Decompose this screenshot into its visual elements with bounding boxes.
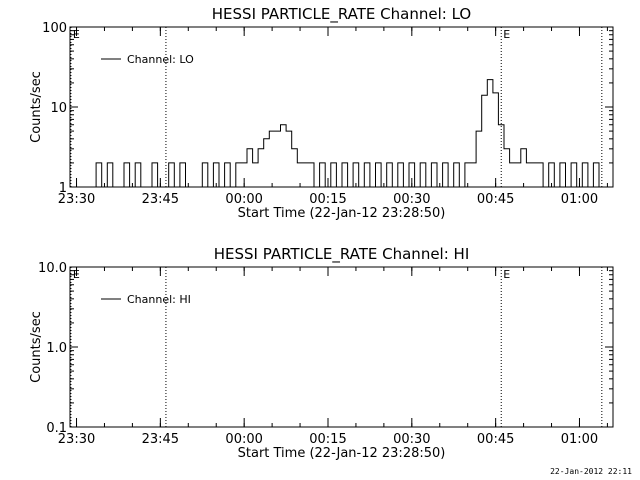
x-tick-label: 23:30 [58,432,95,447]
x-axis-label: Start Time (22-Jan-12 23:28:50) [238,206,446,221]
series-line [90,79,605,188]
y-axis-label: Counts/sec [29,71,44,143]
y-tick-label: 1.0 [46,341,67,356]
event-marker-label: E [73,28,80,41]
legend-label: Channel: LO [127,53,194,66]
x-tick-label: 00:30 [393,432,430,447]
footer-timestamp: 22-Jan-2012 22:11 [550,467,632,476]
y-tick-label: 10.0 [38,261,67,276]
y-tick-label: 1 [59,181,67,196]
y-tick-label: 100 [42,21,67,36]
y-tick-label: 10 [50,101,67,116]
x-tick-label: 23:45 [142,432,179,447]
x-tick-label: 23:30 [58,192,95,207]
x-tick-label: 00:00 [225,192,262,207]
x-tick-label: 00:30 [393,192,430,207]
x-tick-label: 01:00 [561,192,598,207]
x-tick-label: 00:15 [309,432,346,447]
event-marker-label: E [73,268,80,281]
y-tick-label: 0.1 [46,421,67,436]
x-tick-label: 00:15 [309,192,346,207]
y-axis-label: Counts/sec [29,311,44,383]
legend-label: Channel: HI [127,293,191,306]
chart-title: HESSI PARTICLE_RATE Channel: LO [212,5,471,24]
x-tick-label: 00:00 [225,432,262,447]
x-axis-label: Start Time (22-Jan-12 23:28:50) [238,446,446,461]
plot-frame [69,266,614,428]
x-tick-label: 00:45 [477,432,514,447]
event-marker-label: E [503,268,510,281]
x-tick-label: 23:45 [142,192,179,207]
chart-title: HESSI PARTICLE_RATE Channel: HI [214,245,470,264]
x-tick-label: 00:45 [477,192,514,207]
x-tick-label: 01:00 [561,432,598,447]
event-marker-label: E [503,28,510,41]
